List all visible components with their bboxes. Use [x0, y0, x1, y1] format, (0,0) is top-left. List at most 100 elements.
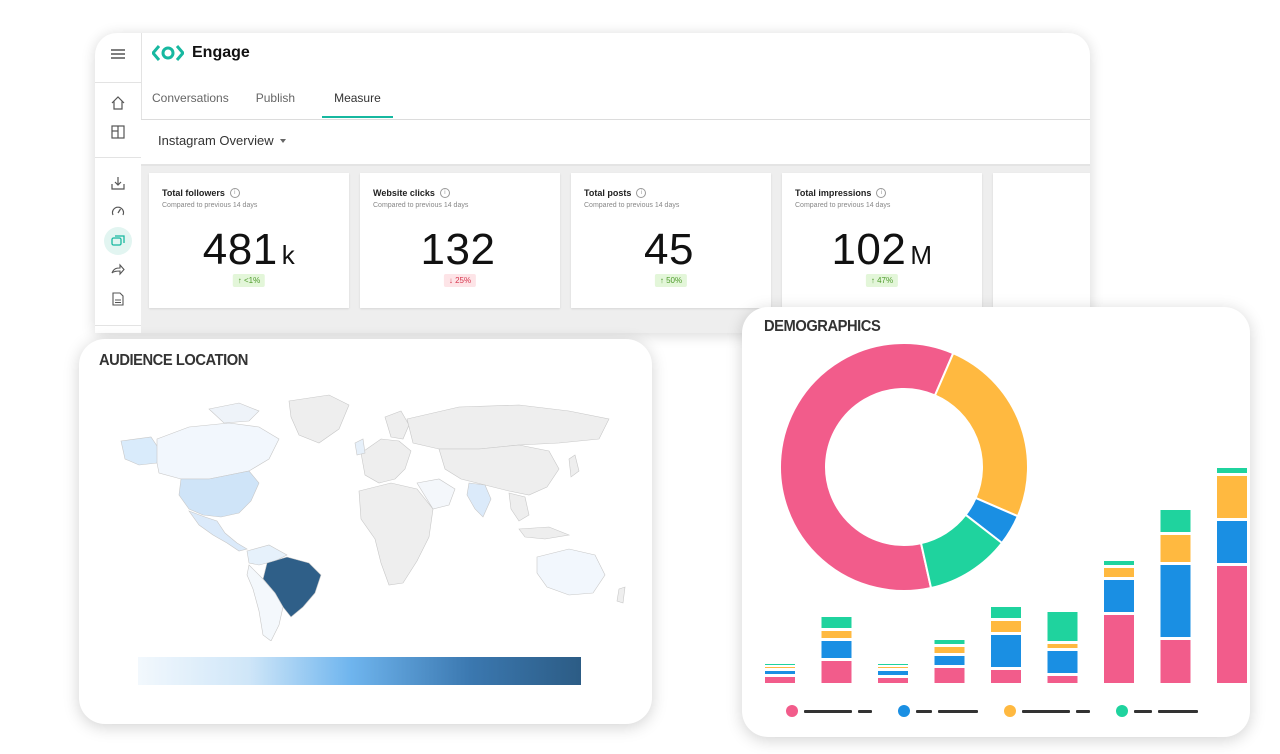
main-tabs: Conversations Publish Measure: [152, 90, 407, 118]
bar-segment: [991, 670, 1021, 683]
metric-delta-badge: ↑ <1%: [232, 274, 266, 287]
donut-slice: [919, 513, 1004, 590]
bar-segment: [1217, 521, 1247, 563]
tab-conversations[interactable]: Conversations: [152, 91, 229, 105]
bar-segment: [878, 671, 908, 675]
tab-measure[interactable]: Measure: [322, 90, 393, 118]
info-icon[interactable]: i: [439, 188, 450, 198]
bar-segment: [1047, 644, 1078, 648]
map-region-india: [466, 482, 492, 518]
bar-segment: [821, 631, 852, 638]
legend-swatch-blue: [898, 705, 910, 717]
bar-segment: [765, 677, 795, 683]
chat-icon[interactable]: [104, 227, 132, 255]
legend-swatch-green: [1116, 705, 1128, 717]
map-region-indonesia: [518, 526, 571, 540]
bar-segment: [765, 667, 795, 668]
map-region-middle-east: [416, 478, 456, 510]
demographics-donut-chart: [779, 342, 1029, 592]
metric-delta-badge: ↑ 50%: [654, 274, 688, 287]
map-region-scandinavia: [384, 410, 410, 440]
chart-legend: [786, 705, 1198, 717]
metrics-area: Total followers i Compared to previous 14…: [141, 166, 1090, 333]
bar-segment: [878, 678, 908, 683]
legend-swatch-pink: [786, 705, 798, 717]
bar-segment: [1160, 510, 1191, 532]
sub-bar: Instagram Overview: [141, 120, 1090, 166]
metric-value: 481 k: [202, 225, 296, 274]
bar-segment: [934, 668, 965, 683]
metric-subtitle: Compared to previous 14 days: [373, 202, 469, 209]
menu-icon[interactable]: [108, 44, 128, 64]
bar-segment: [1104, 568, 1134, 577]
audience-location-panel: AUDIENCE LOCATION: [79, 339, 652, 724]
metric-delta-badge: ↑ 47%: [865, 274, 899, 287]
audience-location-title: AUDIENCE LOCATION: [99, 352, 248, 369]
share-icon[interactable]: [108, 260, 128, 280]
metric-card: Total followers i Compared to previous 14…: [149, 173, 349, 308]
info-icon[interactable]: i: [636, 188, 647, 198]
demographics-title: DEMOGRAPHICS: [764, 318, 881, 335]
bar-segment: [991, 635, 1021, 667]
metric-card-partial: [993, 173, 1090, 308]
legend-item: [1116, 705, 1198, 717]
legend-item: [786, 705, 872, 717]
overview-dropdown[interactable]: Instagram Overview: [158, 133, 286, 148]
legend-swatch-orange: [1004, 705, 1016, 717]
brand-name: Engage: [192, 44, 250, 61]
metric-title: Total posts i: [584, 188, 647, 198]
report-icon[interactable]: [108, 289, 128, 309]
info-icon[interactable]: i: [229, 188, 240, 198]
donut-slice: [779, 342, 955, 592]
chevron-down-icon: [279, 138, 286, 143]
map-region-new-zealand: [616, 586, 626, 604]
bar-segment: [1217, 566, 1247, 683]
bar-segment: [821, 617, 852, 628]
metric-subtitle: Compared to previous 14 days: [795, 202, 891, 209]
app-window: Engage Conversations Publish Measure Ins…: [95, 33, 1090, 333]
map-region-canada: [156, 422, 280, 480]
metric-delta-badge: ↓ 25%: [443, 274, 477, 287]
demographics-bar-chart: [765, 468, 1247, 683]
legend-item: [898, 705, 978, 717]
color-scale-legend: [138, 657, 581, 685]
map-region-japan: [568, 454, 580, 478]
demographics-panel: DEMOGRAPHICS: [742, 307, 1250, 737]
bar-segment: [991, 621, 1021, 632]
bar-segment: [1047, 612, 1078, 641]
bar-segment: [934, 647, 965, 653]
metric-title: Total impressions i: [795, 188, 887, 198]
bar-segment: [1104, 615, 1134, 683]
map-region-russia: [406, 404, 610, 450]
engage-logo-icon: [152, 45, 184, 61]
layout-icon[interactable]: [108, 122, 128, 142]
tab-publish[interactable]: Publish: [255, 91, 296, 105]
map-region-europe: [360, 438, 412, 484]
map-region-mexico: [188, 510, 248, 552]
legend-item: [1004, 705, 1090, 717]
info-icon[interactable]: i: [876, 188, 887, 198]
map-region-africa: [358, 482, 434, 586]
metric-title: Website clicks i: [373, 188, 450, 198]
bar-segment: [991, 607, 1021, 618]
metric-subtitle: Compared to previous 14 days: [162, 202, 258, 209]
top-bar: Engage Conversations Publish Measure: [141, 33, 1090, 120]
map-region-alaska: [120, 436, 160, 466]
metric-card: Total impressions i Compared to previous …: [782, 173, 982, 308]
gauge-icon[interactable]: [108, 201, 128, 221]
inbox-icon[interactable]: [108, 173, 128, 193]
map-region-australia: [536, 548, 606, 596]
metric-value: 102 M: [831, 225, 933, 274]
bar-segment: [934, 656, 965, 665]
home-icon[interactable]: [108, 93, 128, 113]
brand: Engage: [152, 44, 250, 62]
bar-segment: [934, 640, 965, 644]
map-region-asia: [438, 444, 560, 496]
world-map[interactable]: [99, 379, 639, 641]
map-region-uk: [354, 438, 366, 456]
map-region-andes: [246, 564, 284, 641]
bar-segment: [1217, 476, 1247, 518]
metric-value: 132: [420, 225, 496, 274]
metric-value: 45: [644, 225, 694, 274]
bar-segment: [878, 664, 908, 665]
